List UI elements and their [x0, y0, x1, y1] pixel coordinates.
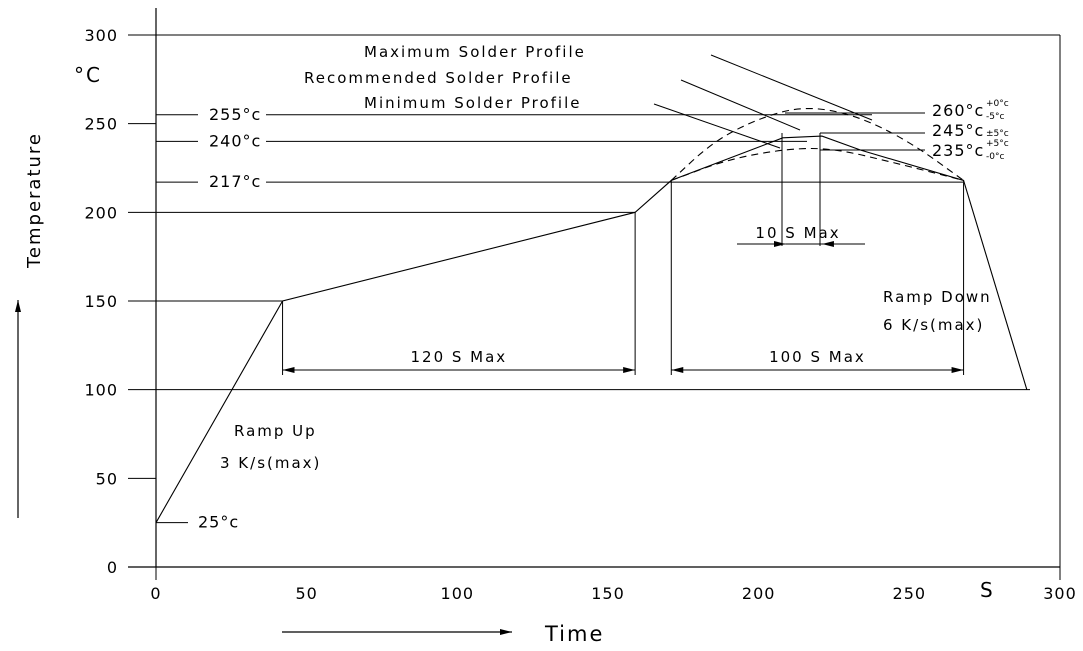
svg-text:±5°c: ±5°c	[986, 129, 1009, 139]
dashed-profile-curve	[670, 107, 964, 181]
y-tick-label: 100	[84, 381, 118, 400]
svg-text:235°c: 235°c	[932, 141, 984, 160]
svg-text:-5°c: -5°c	[986, 112, 1004, 122]
y-tick-label: 200	[84, 203, 118, 222]
x-axis-unit: S	[980, 578, 995, 602]
reference-label: 255°c	[209, 105, 261, 124]
dashed-profile-curve	[671, 147, 964, 181]
svg-text:+5°c: +5°c	[986, 139, 1009, 149]
y-axis-unit: °C	[74, 63, 102, 87]
leader-minimum-profile	[653, 103, 781, 149]
x-tick-label: 200	[742, 584, 776, 603]
legend-minimum-profile: Minimum Solder Profile	[364, 94, 581, 112]
series-layer	[155, 107, 1028, 523]
x-axis-ticks: 0 50 100 150 200 250 300	[150, 567, 1076, 603]
right-label-260: 260°c +0°c -5°c	[785, 99, 1009, 122]
x-tick-label: 50	[295, 584, 317, 603]
svg-text:245°c: 245°c	[932, 121, 984, 140]
y-tick-label: 300	[84, 26, 118, 45]
leader-maximum-profile	[710, 54, 873, 121]
right-label-245: 245°c ±5°c	[820, 121, 1009, 140]
right-label-235: 235°c +5°c -0°c	[820, 139, 1009, 162]
svg-text:+0°c: +0°c	[986, 99, 1009, 109]
reference-label: 217°c	[209, 172, 261, 191]
ramp-down-label: Ramp Down	[883, 288, 992, 306]
reference-label: 240°c	[209, 131, 261, 150]
x-tick-label: 100	[441, 584, 475, 603]
time-span-label: 120 S Max	[410, 348, 507, 366]
svg-text:-0°c: -0°c	[986, 152, 1004, 162]
ramp-up-rate: 3 K/s(max)	[220, 454, 321, 472]
reference-label: 25°c	[198, 513, 239, 532]
x-axis-title: Time	[544, 622, 604, 646]
ramp-down-rate: 6 K/s(max)	[883, 316, 984, 334]
ramp-up-label: Ramp Up	[234, 422, 317, 440]
y-tick-label: 250	[84, 115, 118, 134]
leader-recommended-profile	[680, 79, 801, 131]
y-axis-title: Temperature	[24, 132, 45, 269]
legend-recommended-profile: Recommended Solder Profile	[304, 69, 573, 87]
x-tick-label: 250	[893, 584, 927, 603]
x-tick-label: 300	[1043, 584, 1077, 603]
svg-text:260°c: 260°c	[932, 101, 984, 120]
legend-maximum-profile: Maximum Solder Profile	[364, 43, 586, 61]
time-span-label: 100 S Max	[769, 348, 866, 366]
x-tick-label: 150	[591, 584, 625, 603]
y-tick-label: 0	[107, 558, 118, 577]
y-tick-label: 150	[84, 292, 118, 311]
y-tick-label: 50	[96, 469, 118, 488]
y-axis-ticks: 0 50 100 150 200 250 300	[84, 26, 1030, 577]
x-tick-label: 0	[150, 584, 161, 603]
recommended-profile-curve	[155, 135, 1028, 523]
time-span-dimensions: 120 S Max 100 S Max 10 S Max	[282, 224, 964, 373]
time-span-label: 10 S Max	[755, 224, 840, 242]
